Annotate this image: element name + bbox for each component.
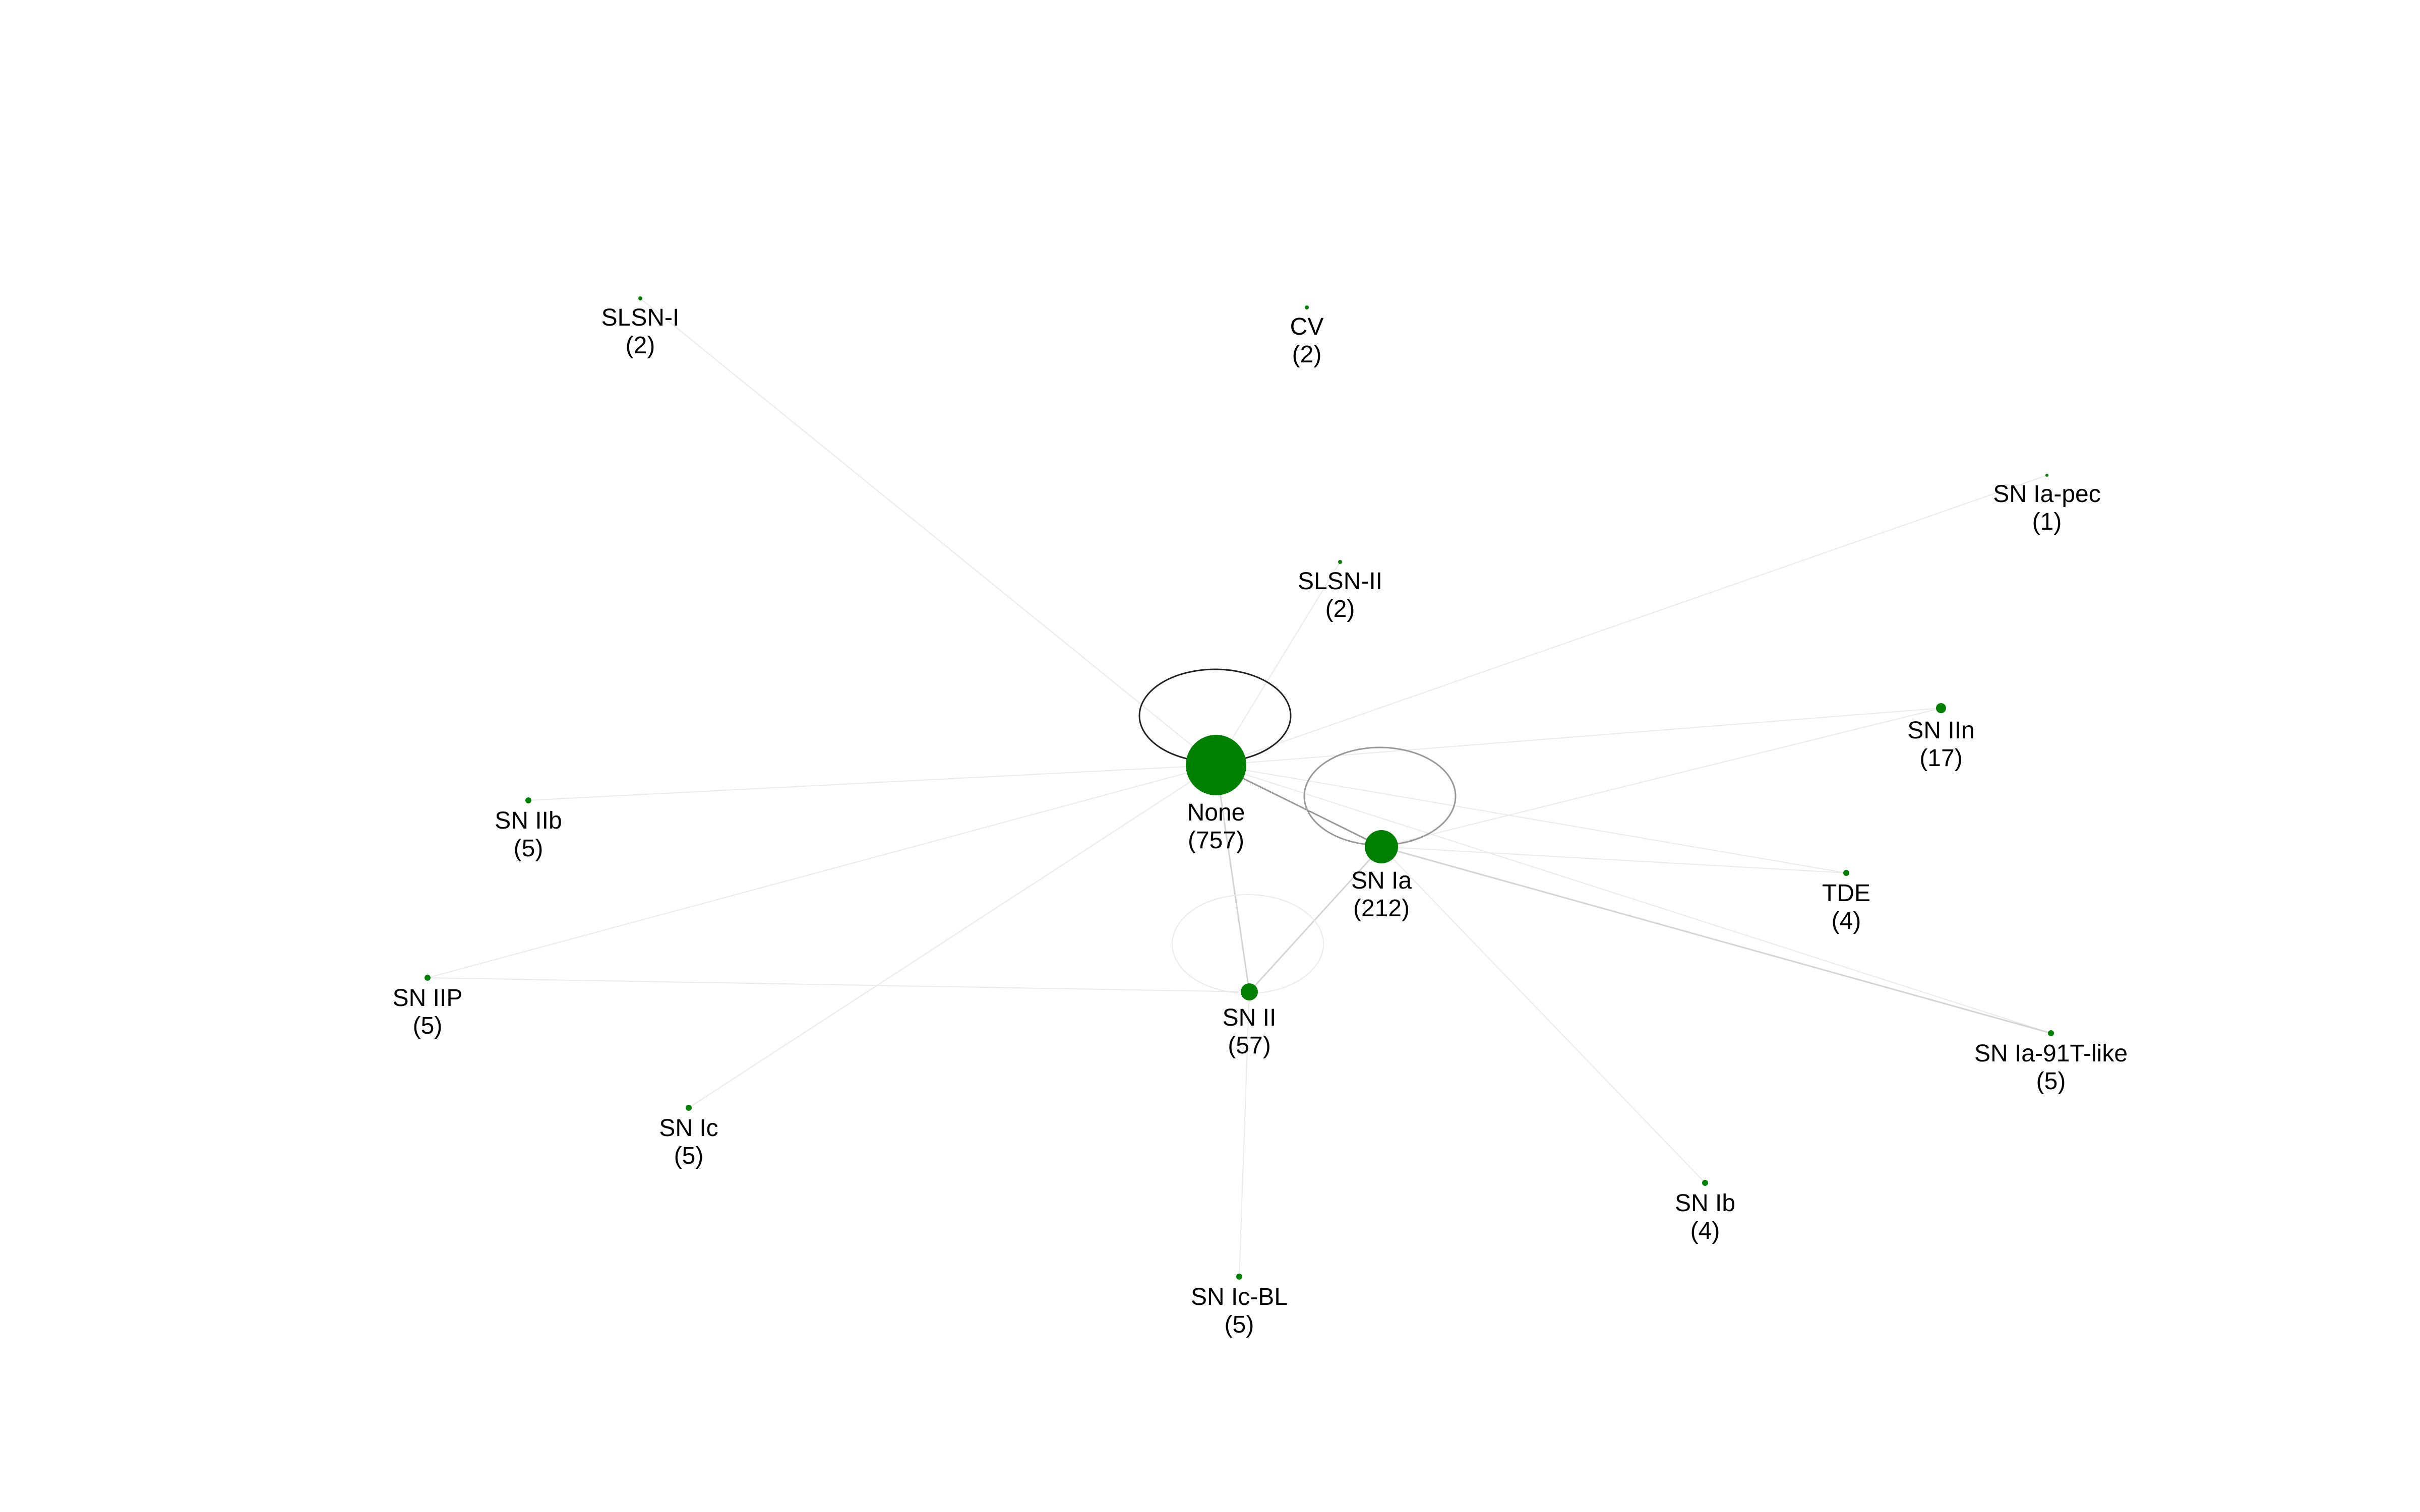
node-sn-ic-bl[interactable]: [1236, 1274, 1242, 1280]
node-label-tde: TDE: [1822, 880, 1870, 907]
node-count-sn-ia-91t-like: (5): [2036, 1068, 2066, 1095]
node-sn-ia-pec[interactable]: [2045, 474, 2048, 477]
node-count-sn-iin: (17): [1919, 745, 1962, 772]
node-count-none: (757): [1188, 827, 1244, 854]
edge-sn-ii-to-sn-iip: [427, 977, 1250, 992]
node-label-none: None: [1187, 799, 1245, 826]
edge-none-to-sn-ia-91t-like: [1216, 765, 2051, 1034]
node-label-sn-iin: SN IIn: [1907, 717, 1974, 744]
node-label-sn-ia-91t-like: SN Ia-91T-like: [1974, 1040, 2128, 1067]
node-label-cv: CV: [1290, 313, 1324, 340]
node-cv[interactable]: [1305, 305, 1309, 309]
node-count-sn-ii: (57): [1228, 1032, 1270, 1059]
node-slsn-i[interactable]: [638, 296, 642, 300]
node-label-sn-ib: SN Ib: [1675, 1190, 1735, 1217]
node-count-sn-ia-pec: (1): [2032, 509, 2062, 535]
edge-none-to-sn-ii: [1215, 765, 1250, 992]
edge-none-to-sn-iib: [528, 765, 1217, 801]
label-layer: None(757) SN Ia(212) SN II(57) SN IIn(17) SL…: [393, 304, 2128, 1338]
node-count-cv: (2): [1292, 341, 1322, 368]
edge-sn-ia-to-tde: [1381, 846, 1847, 873]
edge-none-to-slsn-i: [640, 298, 1217, 766]
edge-sn-ia-to-sn-iin: [1381, 708, 1942, 847]
node-label-sn-iip: SN IIP: [393, 985, 463, 1012]
node-label-sn-ic-bl: SN Ic-BL: [1191, 1284, 1288, 1310]
node-label-sn-iib: SN IIb: [495, 807, 562, 834]
node-label-slsn-i: SLSN-I: [601, 304, 680, 331]
edge-sn-ia-to-sn-ib: [1381, 846, 1706, 1183]
node-count-sn-ia: (212): [1353, 895, 1410, 922]
edge-layer: [427, 298, 2051, 1277]
edge-none-to-sn-iip: [427, 765, 1217, 978]
node-sn-ic[interactable]: [686, 1105, 692, 1111]
node-count-slsn-ii: (2): [1325, 596, 1355, 622]
node-none[interactable]: [1186, 735, 1246, 795]
node-count-sn-ib: (4): [1690, 1218, 1720, 1244]
node-sn-iin[interactable]: [1936, 703, 1946, 713]
node-count-sn-iip: (5): [413, 1013, 443, 1039]
edge-sn-ia-to-sn-ii: [1248, 846, 1382, 993]
node-count-slsn-i: (2): [626, 332, 655, 359]
node-slsn-ii[interactable]: [1338, 560, 1342, 564]
node-label-slsn-ii: SLSN-II: [1298, 568, 1382, 595]
node-sn-iib[interactable]: [525, 797, 531, 803]
node-count-tde: (4): [1832, 908, 1861, 934]
node-count-sn-ic: (5): [674, 1143, 704, 1169]
edge-none-to-sn-ic: [688, 765, 1217, 1108]
edge-sn-ia-to-sn-ia-91t-like: [1381, 846, 2051, 1034]
node-label-sn-ic: SN Ic: [659, 1115, 718, 1142]
edge-none-to-tde: [1216, 765, 1847, 873]
node-count-sn-iib: (5): [514, 835, 543, 862]
node-label-sn-ii: SN II: [1223, 1004, 1277, 1031]
node-label-sn-ia: SN Ia: [1351, 867, 1412, 894]
edge-none-to-sn-ia-pec: [1216, 475, 2047, 766]
edge-none-to-slsn-ii: [1216, 561, 1341, 766]
node-sn-ib[interactable]: [1702, 1180, 1708, 1186]
edge-none-to-sn-iin: [1216, 708, 1942, 766]
self-loop-layer: [1138, 668, 1457, 994]
node-label-sn-ia-pec: SN Ia-pec: [1993, 481, 2100, 508]
node-sn-iip[interactable]: [425, 975, 431, 981]
node-sn-ia[interactable]: [1365, 830, 1398, 863]
edge-sn-ii-to-sn-ic-bl: [1239, 991, 1250, 1277]
node-sn-ii[interactable]: [1241, 983, 1258, 1000]
edge-none-to-sn-ia: [1216, 764, 1382, 848]
node-sn-ia-91t-like[interactable]: [2048, 1030, 2054, 1036]
node-layer: [425, 296, 2054, 1280]
node-count-sn-ic-bl: (5): [1225, 1311, 1254, 1338]
node-tde[interactable]: [1843, 870, 1849, 876]
